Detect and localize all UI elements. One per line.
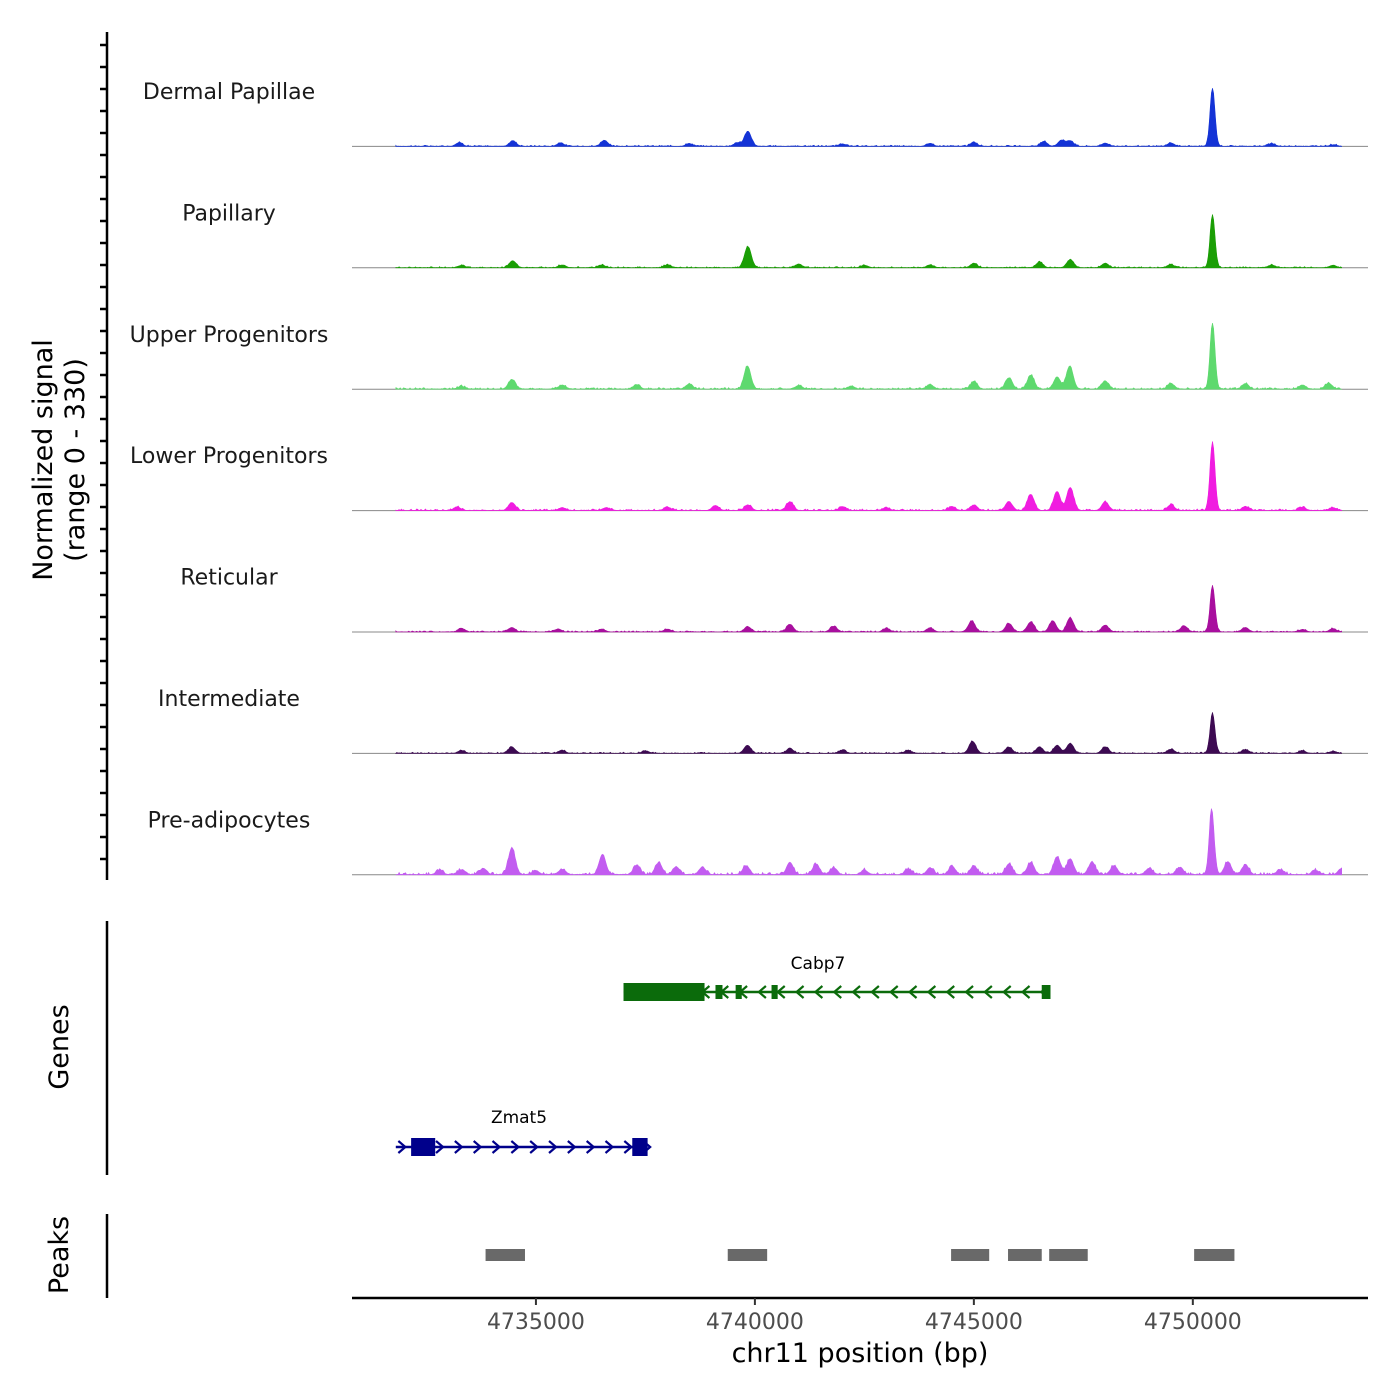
track-lower-progenitors: Lower Progenitors <box>130 441 1368 512</box>
x-tick-label-4745000: 4745000 <box>925 1310 1023 1335</box>
strand-arrow <box>776 985 786 999</box>
strand-arrow <box>889 985 899 999</box>
peaks-ylabel: Peaks <box>44 1216 75 1294</box>
strand-arrow <box>1020 985 1031 999</box>
track-label-dermal-papillae: Dermal Papillae <box>143 80 315 105</box>
strand-arrow <box>794 985 805 999</box>
signal-axis-ticks <box>100 43 107 861</box>
strand-arrow <box>983 985 993 999</box>
gene-exon <box>632 1138 648 1156</box>
strand-arrow <box>832 985 842 999</box>
strand-arrow <box>510 1140 521 1154</box>
peaks-panel <box>485 1249 1235 1261</box>
signal-ylabel-range: (range 0 - 330) <box>60 358 91 562</box>
x-tick-label-4750000: 4750000 <box>1144 1310 1242 1335</box>
strand-arrow <box>472 1140 483 1154</box>
strand-arrow <box>454 1140 464 1154</box>
signal-area-dermal-papillae <box>395 88 1342 147</box>
track-label-pre-adipocytes: Pre-adipocytes <box>148 808 311 833</box>
gene-cabp7 <box>623 983 1051 1001</box>
strand-arrow <box>567 1140 577 1154</box>
gene-annotation-panel <box>395 983 1051 1156</box>
gene-exon <box>1041 985 1051 999</box>
strand-arrow <box>851 985 861 999</box>
gene-exon <box>715 985 723 999</box>
signal-area-pre-adipocytes <box>395 808 1342 876</box>
track-label-papillary: Papillary <box>182 201 276 226</box>
peak-region <box>1049 1249 1088 1261</box>
x-tick-label-4740000: 4740000 <box>706 1310 804 1335</box>
strand-arrow <box>435 1140 445 1154</box>
strand-arrow <box>926 985 937 999</box>
genes-ylabel: Genes <box>44 1004 75 1089</box>
signal-tracks: Dermal Papillae Papillary Upper Progenitor… <box>130 80 1368 876</box>
strand-arrow <box>1002 985 1012 999</box>
signal-area-papillary <box>395 214 1342 269</box>
strand-arrow <box>945 985 955 999</box>
strand-arrow <box>964 985 974 999</box>
peak-region <box>727 1249 768 1261</box>
track-upper-progenitors: Upper Progenitors <box>130 323 1368 390</box>
gene-label-cabp7: Cabp7 <box>791 954 846 974</box>
track-label-intermediate: Intermediate <box>158 687 300 712</box>
track-reticular: Reticular <box>180 566 1368 633</box>
signal-area-intermediate <box>395 712 1342 754</box>
strand-arrow <box>604 1140 615 1154</box>
strand-arrow <box>813 985 824 999</box>
strand-arrow <box>491 1140 502 1154</box>
strand-arrow <box>585 1140 596 1154</box>
peak-region <box>485 1249 525 1261</box>
signal-area-upper-progenitors <box>395 323 1342 390</box>
gene-exon <box>735 985 742 999</box>
strand-arrow <box>623 1140 634 1154</box>
x-tick-label-4735000: 4735000 <box>487 1310 585 1335</box>
track-dermal-papillae: Dermal Papillae <box>143 80 1368 147</box>
strand-arrow <box>548 1140 558 1154</box>
signal-area-reticular <box>395 585 1342 633</box>
track-intermediate: Intermediate <box>158 687 1368 754</box>
gene-exon <box>411 1138 436 1156</box>
track-label-reticular: Reticular <box>180 566 278 591</box>
signal-ylabel: Normalized signal <box>28 339 59 581</box>
strand-arrow <box>529 1140 539 1154</box>
x-axis-ticks <box>534 1298 1194 1305</box>
strand-arrow <box>907 985 918 999</box>
gene-zmat5 <box>395 1138 652 1156</box>
peak-region <box>1194 1249 1235 1261</box>
strand-arrow <box>757 985 767 999</box>
strand-arrow <box>870 985 880 999</box>
track-label-upper-progenitors: Upper Progenitors <box>130 323 329 348</box>
gene-exon <box>623 983 705 1001</box>
track-pre-adipocytes: Pre-adipocytes <box>148 808 1368 876</box>
track-papillary: Papillary <box>182 201 1368 269</box>
peak-region <box>951 1249 990 1261</box>
x-axis-title: chr11 position (bp) <box>732 1338 989 1369</box>
signal-area-lower-progenitors <box>395 441 1342 512</box>
gene-label-zmat5: Zmat5 <box>491 1108 547 1128</box>
strand-arrow <box>397 1140 408 1154</box>
peak-region <box>1008 1249 1042 1261</box>
track-label-lower-progenitors: Lower Progenitors <box>130 444 328 469</box>
gene-exon <box>771 985 778 999</box>
